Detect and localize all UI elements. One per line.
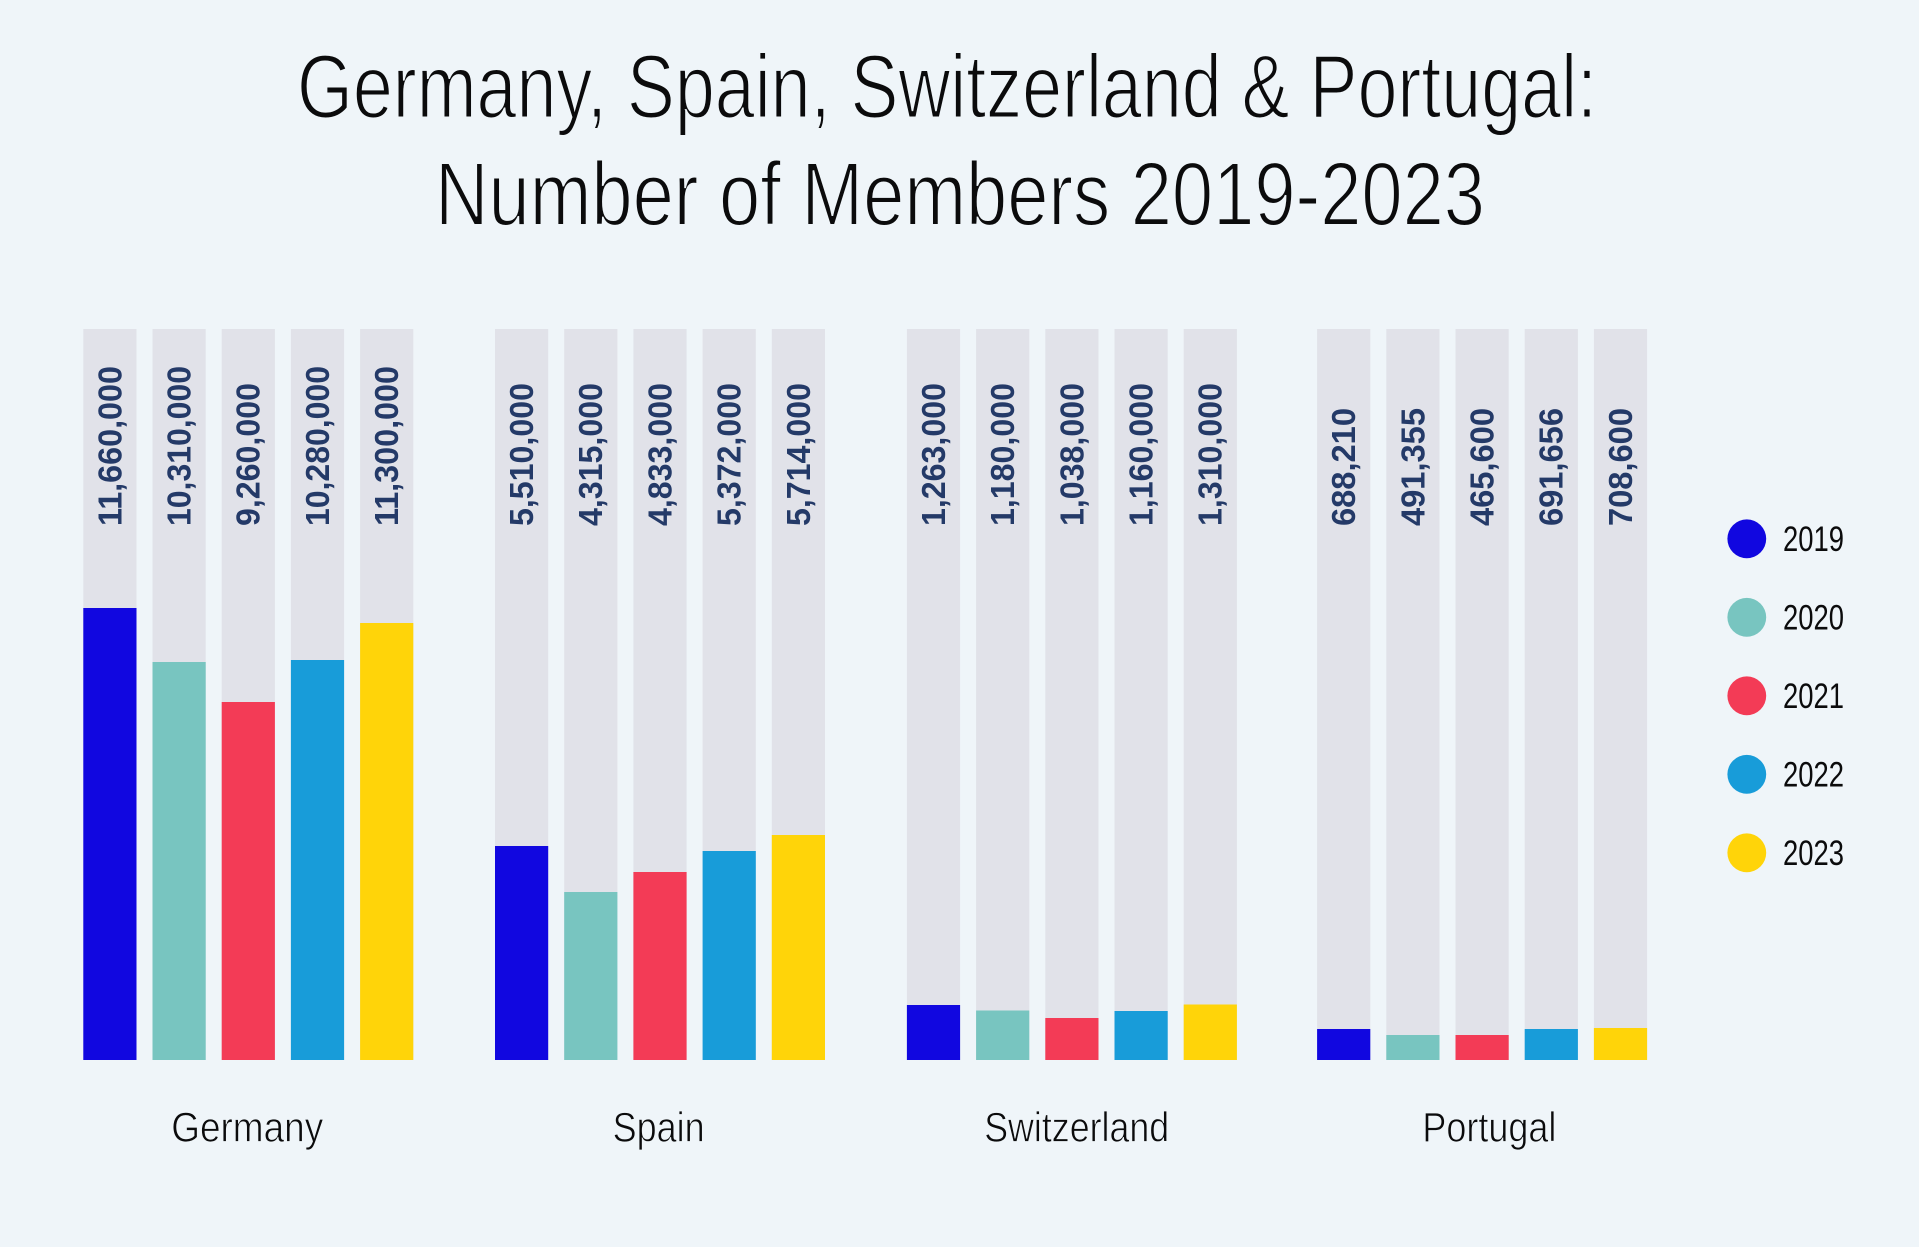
svg-text:Germany, Spain, Switzerland &: Germany, Spain, Switzerland & Portugal:	[297, 38, 1597, 138]
svg-text:Portugal: Portugal	[1422, 1103, 1556, 1150]
svg-text:5,372,000: 5,372,000	[711, 383, 748, 526]
svg-text:2023: 2023	[1783, 834, 1844, 873]
svg-text:5,510,000: 5,510,000	[503, 383, 540, 526]
svg-text:11,300,000: 11,300,000	[368, 366, 405, 526]
svg-text:2019: 2019	[1783, 520, 1844, 559]
svg-text:Number of Members 2019-2023: Number of Members 2019-2023	[435, 145, 1485, 245]
svg-text:465,600: 465,600	[1464, 408, 1501, 526]
svg-text:Spain: Spain	[613, 1103, 705, 1150]
svg-text:4,833,000: 4,833,000	[641, 383, 678, 526]
svg-text:9,260,000: 9,260,000	[230, 383, 267, 526]
svg-text:491,355: 491,355	[1394, 408, 1431, 526]
svg-text:1,038,000: 1,038,000	[1053, 383, 1090, 526]
svg-text:1,263,000: 1,263,000	[915, 383, 952, 526]
svg-text:688,210: 688,210	[1325, 408, 1362, 526]
svg-text:11,660,000: 11,660,000	[91, 366, 128, 526]
svg-text:Germany: Germany	[171, 1103, 323, 1150]
svg-text:10,310,000: 10,310,000	[161, 366, 198, 526]
svg-text:1,160,000: 1,160,000	[1123, 383, 1160, 526]
svg-text:1,310,000: 1,310,000	[1192, 383, 1229, 526]
svg-text:2020: 2020	[1783, 599, 1844, 638]
svg-text:708,600: 708,600	[1602, 408, 1639, 526]
svg-text:5,714,000: 5,714,000	[780, 383, 817, 526]
svg-text:10,280,000: 10,280,000	[299, 366, 336, 526]
svg-text:2021: 2021	[1783, 677, 1844, 716]
svg-text:1,180,000: 1,180,000	[984, 383, 1021, 526]
svg-text:4,315,000: 4,315,000	[572, 383, 609, 526]
svg-text:691,656: 691,656	[1533, 408, 1570, 526]
svg-text:2022: 2022	[1783, 756, 1844, 795]
svg-text:Switzerland: Switzerland	[984, 1103, 1169, 1150]
